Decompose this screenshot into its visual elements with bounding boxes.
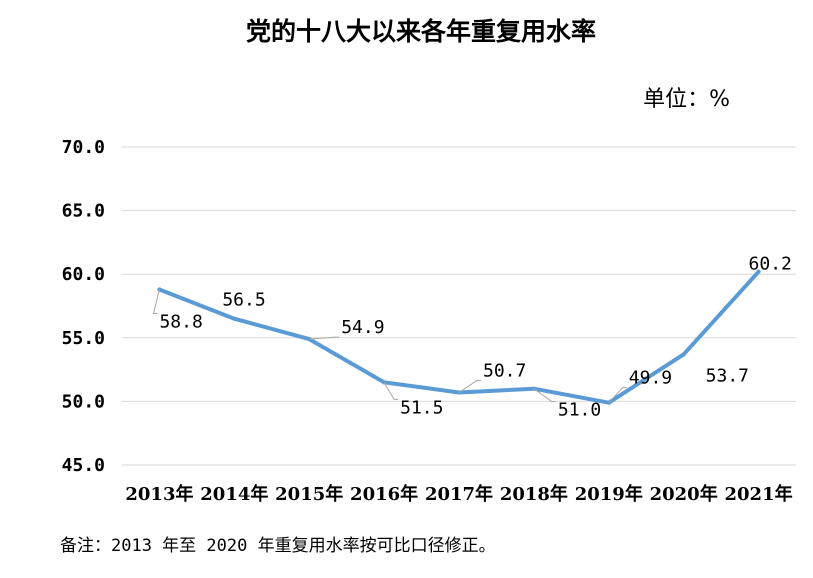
x-tick-label: 2014年 xyxy=(200,483,268,505)
x-tick-label: 2015年 xyxy=(275,483,343,505)
data-label: 60.2 xyxy=(749,254,792,275)
x-axis-ticks: 2013年 2014年 2015年 2016年 2017年 2018年 2019年 2020年… xyxy=(125,483,792,505)
y-tick-label: 65.0 xyxy=(62,201,105,222)
x-tick-label: 2013年 xyxy=(125,483,193,505)
leader-line xyxy=(458,379,481,393)
data-label: 51.0 xyxy=(558,400,601,421)
data-labels: 58.8 56.5 54.9 51.5 50.7 51.0 49.9 53.7 60.2 xyxy=(152,254,792,421)
leader-line xyxy=(152,289,160,314)
unit-label: 单位：% xyxy=(643,87,730,112)
x-tick-label: 2019年 xyxy=(575,483,643,505)
x-tick-label: 2018年 xyxy=(500,483,568,505)
data-label: 50.7 xyxy=(483,360,526,381)
data-point xyxy=(232,316,237,321)
y-axis-ticks: 45.0 50.0 55.0 60.0 65.0 70.0 xyxy=(62,137,105,476)
x-tick-label: 2021年 xyxy=(725,483,793,505)
data-label: 54.9 xyxy=(341,317,384,338)
y-tick-label: 50.0 xyxy=(62,391,105,412)
data-label: 49.9 xyxy=(629,368,672,389)
y-tick-label: 45.0 xyxy=(62,455,105,476)
data-point xyxy=(756,269,761,274)
footnote: 备注：2013 年至 2020 年重复用水率按可比口径修正。 xyxy=(60,536,496,556)
data-label: 56.5 xyxy=(222,290,265,311)
leader-line xyxy=(608,387,627,404)
x-tick-label: 2020年 xyxy=(650,483,718,505)
x-tick-label: 2016年 xyxy=(350,483,418,505)
chart-title: 党的十八大以来各年重复用水率 xyxy=(246,17,596,46)
gridlines xyxy=(122,146,796,466)
leader-line xyxy=(533,388,556,403)
y-tick-label: 55.0 xyxy=(62,328,105,349)
y-tick-label: 70.0 xyxy=(62,137,105,158)
data-point xyxy=(681,352,686,357)
x-tick-label: 2017年 xyxy=(425,483,493,505)
data-label: 58.8 xyxy=(159,311,202,332)
leader-line xyxy=(309,336,340,340)
data-label: 53.7 xyxy=(706,365,749,386)
leader-line xyxy=(383,382,399,400)
data-label: 51.5 xyxy=(400,397,443,418)
y-tick-label: 60.0 xyxy=(62,264,105,285)
